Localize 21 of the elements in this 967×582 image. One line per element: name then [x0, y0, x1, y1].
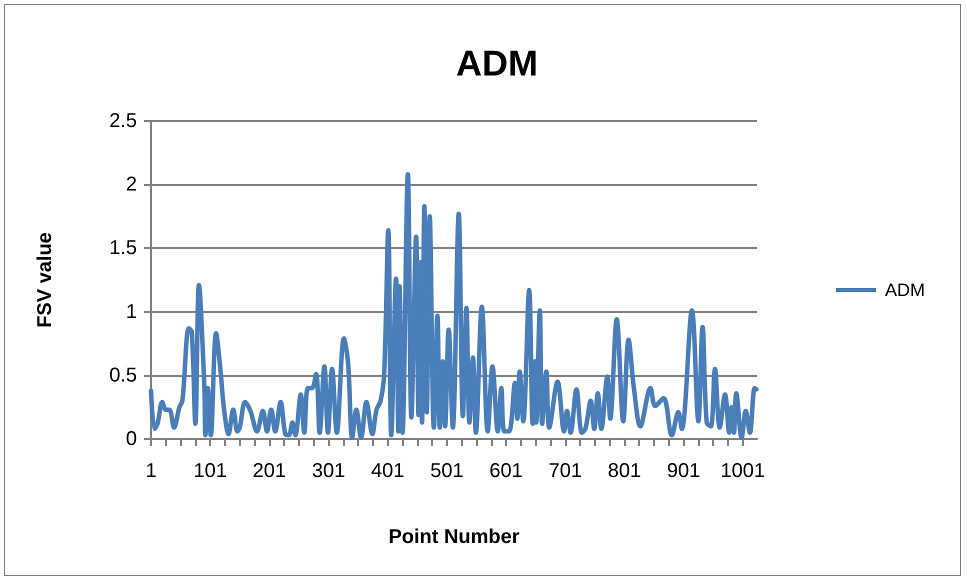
chart-title: ADM — [456, 42, 538, 84]
y-tick-label: 0.5 — [109, 364, 137, 386]
y-axis-title: FSV value — [34, 232, 56, 328]
y-tick-label: 1 — [126, 300, 137, 323]
x-tick-label: 101 — [193, 460, 227, 482]
x-tick-label: 1 — [145, 460, 157, 482]
y-tick-label: 2.5 — [109, 110, 137, 132]
x-tick-label: 401 — [371, 460, 404, 482]
x-tick-label: 301 — [312, 460, 346, 482]
x-tick-label: 601 — [489, 460, 523, 482]
x-tick-label: 901 — [666, 460, 700, 482]
x-tick-label: 701 — [548, 460, 582, 482]
y-tick-label: 2 — [126, 174, 137, 196]
legend-label: ADM — [885, 280, 925, 300]
x-tick-label: 201 — [252, 460, 286, 482]
x-tick-label: 501 — [430, 460, 464, 482]
x-axis-title: Point Number — [388, 526, 520, 548]
x-tick-label: 801 — [608, 460, 642, 482]
y-tick-label: 0 — [126, 428, 137, 450]
y-tick-label: 1.5 — [109, 237, 137, 260]
x-tick-label: 1001 — [720, 460, 766, 482]
